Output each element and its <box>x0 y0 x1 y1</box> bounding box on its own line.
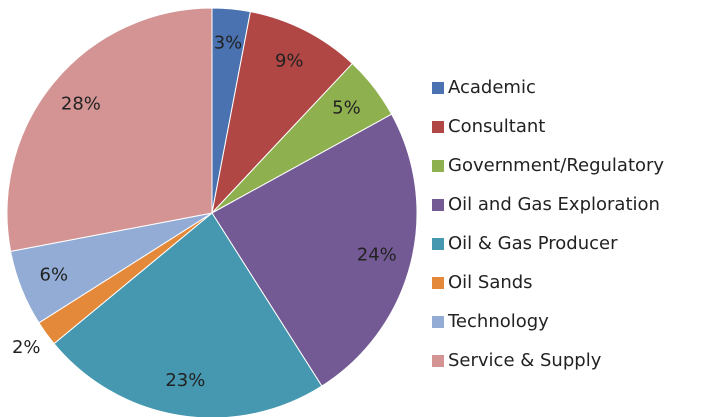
legend-swatch <box>432 121 444 133</box>
legend-label: Government/Regulatory <box>448 155 664 176</box>
value-label: 5% <box>332 98 361 119</box>
legend-swatch <box>432 355 444 367</box>
legend-label: Technology <box>447 311 549 332</box>
value-label: 24% <box>357 244 397 265</box>
value-label: 2% <box>12 337 41 358</box>
legend-label: Oil and Gas Exploration <box>448 194 660 215</box>
legend-label: Service & Supply <box>448 350 602 371</box>
legend-swatch <box>432 316 444 328</box>
legend-swatch <box>432 160 444 172</box>
legend-swatch <box>432 199 444 211</box>
pie-slice <box>6 7 213 252</box>
pie-slice <box>211 113 418 387</box>
value-label: 3% <box>214 33 243 54</box>
legend-label: Academic <box>448 77 536 98</box>
legend-label: Oil Sands <box>448 272 533 293</box>
legend-label: Consultant <box>448 116 545 137</box>
legend-swatch <box>432 82 444 94</box>
value-label: 28% <box>61 94 101 115</box>
legend-swatch <box>432 277 444 289</box>
pie-slice <box>211 11 354 215</box>
value-label: 9% <box>275 50 304 71</box>
value-label: 23% <box>165 370 205 391</box>
legend-swatch <box>432 238 444 250</box>
value-label: 6% <box>40 265 69 286</box>
pie-slice <box>53 212 323 417</box>
legend-label: Oil & Gas Producer <box>448 233 618 254</box>
